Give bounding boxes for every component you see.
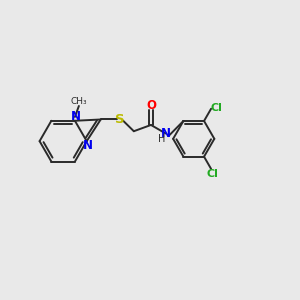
Text: Cl: Cl [211,103,222,112]
Text: O: O [146,99,156,112]
Text: H: H [158,134,166,144]
Text: CH₃: CH₃ [70,97,87,106]
Text: S: S [115,113,124,126]
Text: Cl: Cl [207,169,218,179]
Text: N: N [82,139,93,152]
Text: N: N [160,127,170,140]
Text: N: N [71,110,81,123]
